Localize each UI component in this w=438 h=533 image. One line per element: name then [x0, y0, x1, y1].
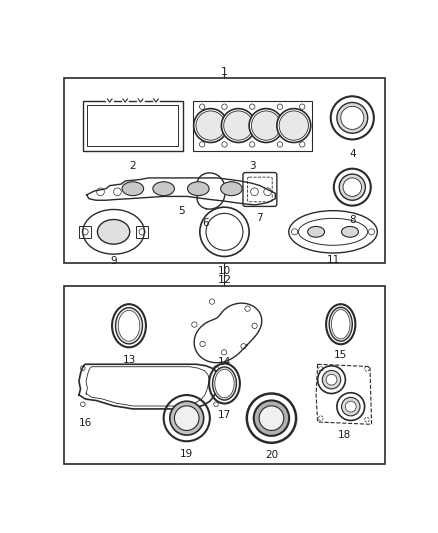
Circle shape [339, 174, 365, 200]
Circle shape [279, 111, 308, 140]
Circle shape [343, 178, 361, 196]
Circle shape [346, 401, 356, 412]
Circle shape [196, 111, 225, 140]
Circle shape [194, 109, 228, 142]
Ellipse shape [215, 369, 234, 398]
Text: 20: 20 [265, 450, 278, 461]
Text: 15: 15 [334, 350, 347, 360]
Bar [64, 286, 385, 464]
Ellipse shape [342, 227, 358, 237]
Bar [136, 225, 148, 238]
Text: 14: 14 [218, 357, 231, 367]
Text: 6: 6 [203, 218, 209, 228]
Text: 1: 1 [221, 67, 228, 77]
Circle shape [249, 109, 283, 142]
Ellipse shape [97, 220, 130, 244]
Text: 13: 13 [122, 355, 136, 365]
Text: 12: 12 [217, 274, 232, 285]
Circle shape [326, 374, 337, 385]
Circle shape [259, 406, 284, 431]
Text: 9: 9 [110, 256, 117, 266]
Text: 17: 17 [218, 410, 231, 419]
Circle shape [251, 111, 281, 140]
Ellipse shape [329, 308, 352, 341]
Text: 7: 7 [257, 213, 263, 223]
Ellipse shape [118, 310, 140, 341]
Text: 4: 4 [349, 149, 356, 159]
Bar [64, 78, 385, 263]
Ellipse shape [187, 182, 209, 196]
Circle shape [170, 401, 204, 435]
Ellipse shape [307, 227, 325, 237]
Ellipse shape [221, 182, 242, 196]
Circle shape [221, 109, 255, 142]
Circle shape [322, 370, 341, 389]
Bar [88, 105, 178, 146]
Text: 11: 11 [326, 255, 340, 265]
Circle shape [224, 111, 253, 140]
Circle shape [174, 406, 199, 431]
Bar [83, 101, 183, 151]
Circle shape [254, 400, 289, 436]
Circle shape [277, 109, 311, 142]
Ellipse shape [122, 182, 144, 196]
Circle shape [337, 102, 367, 133]
Text: 16: 16 [78, 418, 92, 428]
Bar [193, 101, 312, 151]
Text: 18: 18 [338, 430, 351, 440]
Ellipse shape [212, 367, 237, 400]
Ellipse shape [332, 310, 350, 339]
Text: 8: 8 [349, 215, 356, 225]
Circle shape [334, 168, 371, 206]
Text: 5: 5 [178, 206, 185, 216]
Ellipse shape [116, 308, 142, 344]
Text: 10: 10 [218, 265, 231, 276]
Bar [79, 225, 91, 238]
Text: 2: 2 [130, 161, 136, 172]
Circle shape [341, 106, 364, 130]
Text: 19: 19 [180, 449, 193, 459]
Circle shape [342, 398, 360, 416]
Circle shape [331, 96, 374, 140]
Text: 3: 3 [249, 161, 255, 172]
Ellipse shape [153, 182, 174, 196]
